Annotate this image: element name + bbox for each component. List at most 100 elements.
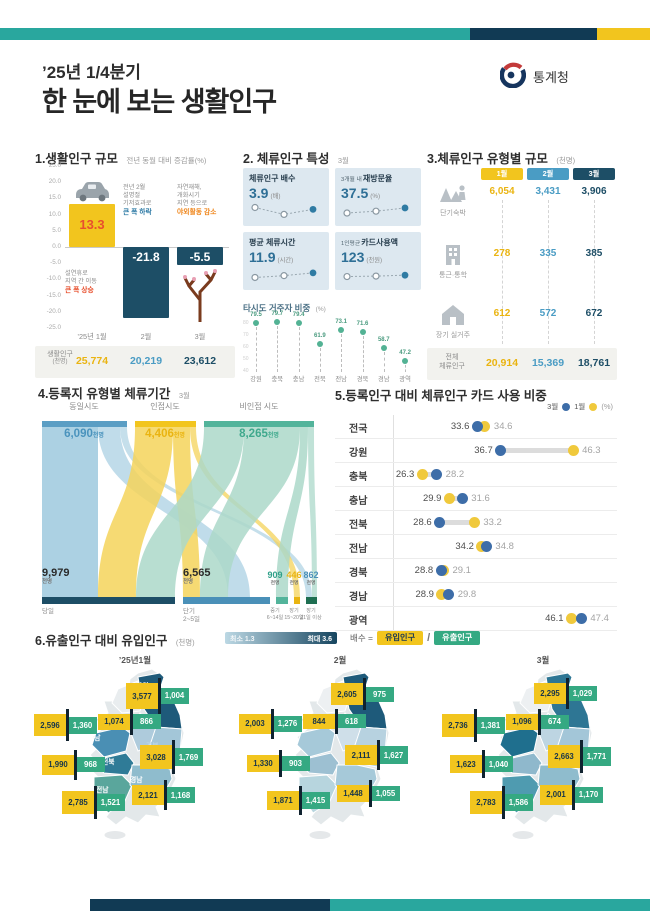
stat-card-label: 재방문율 [362, 174, 393, 183]
chip-divider [482, 750, 485, 779]
row-type-label: 장기 실거주 [435, 332, 471, 339]
annotation-emphasis: 큰 폭 하락 [123, 209, 152, 217]
bar-value-label: 13.3 [79, 217, 105, 233]
month-column-chip: 3월 [573, 168, 615, 180]
outflow-value: 674 [540, 714, 569, 729]
total-stay-value: 15,369 [531, 357, 565, 369]
inflow-outflow-chip: 3,577 1,004 [126, 678, 189, 714]
inflow-outflow-chip: 1,330 903 [247, 750, 310, 777]
region-label: 전국 [349, 424, 368, 435]
outflow-value: 1,415 [301, 791, 330, 810]
map-month-label: ’25년1월 [118, 655, 152, 665]
lollipop-dot [359, 329, 366, 336]
map-region-name: 경남 [130, 777, 143, 784]
dumbbell-row: 경북 28.8 29.1 [335, 559, 617, 583]
row-axis-line [393, 583, 394, 606]
section5-header: 5.등록인구 대비 체류인구 카드 사용 비중 [335, 385, 547, 405]
inflow-outflow-chip: 1,448 1,055 [337, 780, 400, 808]
inflow-outflow-chip: 2,783 1,586 [470, 786, 533, 820]
inflow-outflow-chip: 3,028 1,769 [140, 740, 203, 775]
stat-card-unit: (시간) [277, 257, 294, 264]
row-axis-line [393, 463, 394, 486]
section-inflow-outflow-maps: 6.유출인구 대비 유입인구 (천명) 최소 1.3 최대 3.6 배수 = 유… [30, 630, 638, 898]
lollipop-dot [338, 327, 345, 334]
january-value-dot [468, 516, 480, 528]
row-axis-line [393, 607, 394, 630]
bar-annotation: 전년 2월 설명절 기저효과로 큰 폭 하락 [123, 184, 175, 218]
march-value-dot [575, 612, 587, 624]
bar-category-label: 3월 [194, 332, 206, 341]
right-value-label: 34.6 [493, 421, 513, 432]
stat-card-unit: (%) [370, 193, 381, 200]
lollipop-value: 58.7 [377, 336, 390, 343]
stat-card-unit: (천원) [366, 257, 383, 264]
quarter-label: ’25년 1/4분기 [42, 63, 141, 82]
sankey-target-unit-small: 천명 [306, 580, 316, 586]
outflow-value: 618 [337, 714, 366, 729]
row-axis-line [393, 487, 394, 510]
living-population-table-label: 생활인구 (천명) [37, 350, 83, 367]
accent-segment-teal [0, 28, 470, 40]
inflow-outflow-chip: 2,295 1,029 [534, 678, 597, 709]
row-axis-line [393, 439, 394, 462]
y-axis-tick-label: 20.0 [48, 178, 61, 186]
lollipop-stem [405, 365, 407, 372]
inflow-value: 1,074 [98, 714, 130, 730]
growth-rate-bar: -21.8 [123, 247, 169, 318]
total-row-label: 전체 체류인구 [439, 354, 465, 371]
inflow-value: 844 [303, 714, 335, 729]
march-value-dot [471, 420, 483, 432]
inflow-value: 2,003 [239, 714, 271, 734]
total-stay-value: 20,914 [485, 357, 519, 369]
month-column-chip: 2월 [527, 168, 569, 180]
inflow-value: 2,785 [62, 791, 94, 815]
outflow-value: 968 [76, 757, 105, 773]
chip-divider [299, 786, 302, 816]
dumbbell-connector [439, 520, 475, 525]
y-axis-tick-label: -15.0 [46, 291, 61, 299]
section6-header: 6.유출인구 대비 유입인구 (천명) [35, 630, 195, 650]
sankey-source-value: 8,265천명 [239, 428, 279, 440]
chip-divider [572, 780, 575, 810]
right-value-label: 46.3 [582, 445, 601, 456]
inflow-value: 3,577 [126, 683, 158, 709]
left-value-label: 33.6 [450, 421, 470, 432]
region-label: 충북 [349, 472, 368, 483]
chip-divider [66, 709, 69, 742]
stay-type-value: 335 [539, 248, 557, 259]
outflow-value: 866 [132, 714, 161, 730]
bar-annotation: 자연재해, 개화시기 지연 등으로 야외활동 감소 [177, 184, 233, 218]
dumbbell-row: 강원 36.7 46.3 [335, 439, 617, 463]
top-accent-bar [0, 28, 650, 40]
lollipop-dot [316, 340, 323, 347]
y-axis-tick-label: 25.0 [48, 162, 61, 169]
region-label: 충남 [349, 496, 368, 507]
inflow-chip: 유입인구 [376, 631, 424, 645]
outflow-value: 1,276 [273, 715, 302, 733]
chip-divider [566, 678, 569, 709]
section2-period: 3월 [337, 156, 349, 165]
left-value-label: 29.9 [422, 493, 442, 504]
section-card-usage-share: 5.등록인구 대비 체류인구 카드 사용 비중 3월 1월 (%) 전국 33.6… [335, 385, 617, 631]
lollipop-value: 61.9 [314, 332, 326, 339]
monthly-map: 2월 2,605 975 844 618 2,003 1,276 2,111 1,627 1,33… [239, 654, 435, 872]
stay-type-value: 278 [493, 248, 511, 259]
living-population-value: 20,219 [129, 355, 163, 367]
inflow-value: 3,028 [140, 745, 172, 770]
inflow-outflow-chip: 1,871 1,415 [267, 786, 330, 816]
dumbbell-connector [500, 448, 574, 453]
inflow-outflow-chip: 1,074 866 [98, 709, 161, 735]
outflow-value: 1,381 [476, 716, 505, 734]
dumbbell-chart: 전국 33.6 34.6 강원 36.7 46.3 충북 26.3 28.2 충남 29.9 31.6… [335, 415, 617, 631]
outflow-value: 1,055 [371, 785, 400, 802]
map-month-label: 2월 [333, 655, 347, 665]
map-region-name: 전북 [102, 759, 115, 766]
bar-value-label: -21.8 [132, 250, 160, 264]
lollipop-y-tick: 50 [243, 355, 249, 362]
stat-card-label: 카드사용액 [361, 238, 399, 247]
section4-period: 3월 [178, 391, 190, 400]
bar-value-label: -5.5 [189, 250, 211, 264]
lollipop-y-tick: 40 [243, 367, 249, 374]
chip-divider [377, 740, 380, 771]
sankey-source-unit: 천명 [267, 433, 279, 439]
